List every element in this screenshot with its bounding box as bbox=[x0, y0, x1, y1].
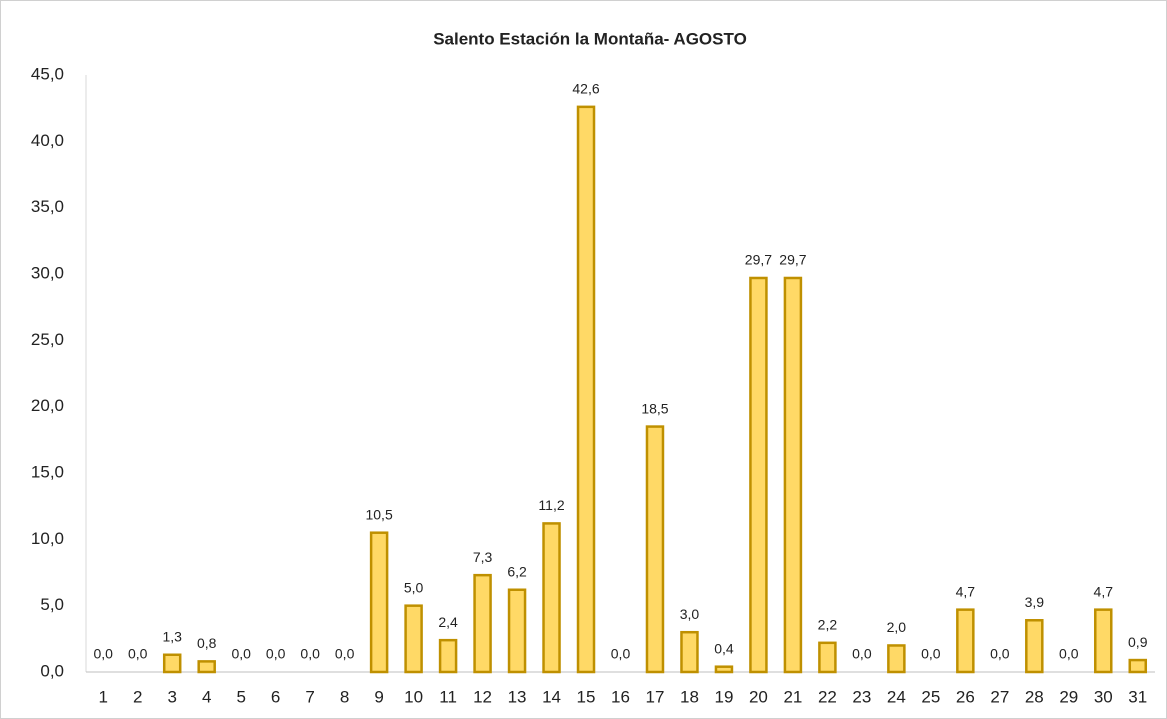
y-tick-label: 30,0 bbox=[31, 263, 64, 282]
value-label: 0,8 bbox=[197, 635, 217, 651]
x-tick-label: 17 bbox=[646, 687, 665, 706]
x-tick-label: 9 bbox=[374, 687, 383, 706]
value-label: 5,0 bbox=[404, 579, 424, 595]
x-tick-label: 20 bbox=[749, 687, 768, 706]
x-tick-label: 23 bbox=[852, 687, 871, 706]
value-label: 6,2 bbox=[507, 563, 527, 579]
value-label: 2,2 bbox=[818, 617, 838, 633]
bar bbox=[680, 630, 699, 674]
value-label: 10,5 bbox=[365, 506, 392, 522]
x-tick-label: 6 bbox=[271, 687, 280, 706]
bar bbox=[783, 276, 803, 674]
x-tick-label: 2 bbox=[133, 687, 142, 706]
y-tick-label: 25,0 bbox=[31, 330, 64, 349]
value-label: 0,0 bbox=[611, 646, 631, 662]
value-label: 4,7 bbox=[956, 583, 976, 599]
x-tick-label: 1 bbox=[99, 687, 108, 706]
value-label: 42,6 bbox=[572, 81, 599, 97]
value-label: 4,7 bbox=[1094, 583, 1114, 599]
value-label: 0,0 bbox=[128, 646, 148, 662]
bar bbox=[818, 641, 837, 674]
bar bbox=[369, 531, 389, 674]
value-label: 0,0 bbox=[231, 646, 251, 662]
bar bbox=[1094, 608, 1113, 674]
value-label: 0,0 bbox=[921, 646, 941, 662]
bar bbox=[507, 588, 527, 674]
bar bbox=[714, 665, 734, 674]
value-label: 3,0 bbox=[680, 606, 700, 622]
x-tick-label: 26 bbox=[956, 687, 975, 706]
x-tick-label: 30 bbox=[1094, 687, 1113, 706]
x-tick-label: 11 bbox=[439, 687, 457, 706]
y-tick-label: 20,0 bbox=[31, 396, 64, 415]
x-tick-label: 14 bbox=[542, 687, 561, 706]
bar bbox=[197, 660, 216, 674]
y-tick-label: 10,0 bbox=[31, 529, 64, 548]
x-tick-label: 4 bbox=[202, 687, 211, 706]
y-tick-label: 0,0 bbox=[40, 661, 64, 680]
bar bbox=[438, 638, 458, 674]
bar bbox=[473, 573, 492, 674]
value-label: 0,0 bbox=[335, 646, 355, 662]
x-tick-label: 5 bbox=[236, 687, 245, 706]
x-tick-label: 31 bbox=[1128, 687, 1147, 706]
x-tick-label: 24 bbox=[887, 687, 906, 706]
x-tick-label: 12 bbox=[473, 687, 492, 706]
value-label: 2,4 bbox=[438, 614, 458, 630]
x-tick-label: 22 bbox=[818, 687, 837, 706]
value-label: 3,9 bbox=[1025, 594, 1045, 610]
y-tick-label: 15,0 bbox=[31, 462, 64, 481]
y-tick-label: 45,0 bbox=[31, 64, 64, 83]
bar bbox=[645, 425, 665, 674]
x-tick-label: 25 bbox=[921, 687, 940, 706]
bar bbox=[404, 604, 423, 674]
value-label: 0,0 bbox=[1059, 646, 1079, 662]
y-tick-label: 5,0 bbox=[40, 595, 64, 614]
value-label: 7,3 bbox=[473, 549, 493, 565]
value-label: 11,2 bbox=[538, 497, 564, 513]
x-tick-label: 7 bbox=[305, 687, 314, 706]
bar bbox=[542, 522, 561, 674]
value-label: 0,0 bbox=[852, 646, 872, 662]
value-label: 29,7 bbox=[745, 252, 772, 268]
x-tick-label: 29 bbox=[1059, 687, 1078, 706]
bar bbox=[1025, 619, 1044, 674]
value-label: 0,0 bbox=[990, 646, 1010, 662]
bar bbox=[576, 105, 596, 674]
x-tick-label: 21 bbox=[783, 687, 802, 706]
value-label: 29,7 bbox=[779, 252, 806, 268]
value-label: 0,0 bbox=[266, 646, 286, 662]
value-label: 2,0 bbox=[887, 619, 907, 635]
value-label: 18,5 bbox=[641, 400, 668, 416]
value-label: 1,3 bbox=[162, 628, 182, 644]
value-label: 0,0 bbox=[94, 646, 114, 662]
x-tick-label: 28 bbox=[1025, 687, 1044, 706]
value-label: 0,0 bbox=[300, 646, 320, 662]
bar bbox=[162, 653, 182, 674]
x-tick-label: 8 bbox=[340, 687, 349, 706]
value-label: 0,4 bbox=[714, 640, 734, 656]
x-tick-label: 3 bbox=[167, 687, 176, 706]
x-tick-label: 27 bbox=[990, 687, 1009, 706]
y-tick-label: 40,0 bbox=[31, 131, 64, 150]
x-tick-label: 16 bbox=[611, 687, 630, 706]
y-tick-label: 35,0 bbox=[31, 197, 64, 216]
bar bbox=[887, 644, 906, 674]
x-tick-label: 13 bbox=[508, 687, 527, 706]
value-label: 0,9 bbox=[1128, 634, 1148, 650]
bar bbox=[956, 608, 975, 674]
bar bbox=[1128, 658, 1148, 674]
chart-title: Salento Estación la Montaña- AGOSTO bbox=[433, 29, 747, 48]
x-tick-label: 10 bbox=[404, 687, 423, 706]
x-tick-label: 18 bbox=[680, 687, 699, 706]
x-tick-label: 19 bbox=[714, 687, 733, 706]
x-tick-label: 15 bbox=[577, 687, 596, 706]
bar bbox=[749, 276, 768, 674]
